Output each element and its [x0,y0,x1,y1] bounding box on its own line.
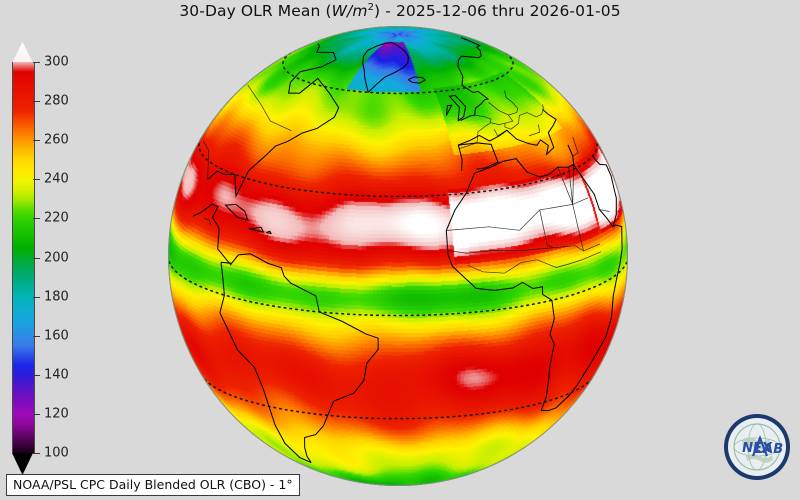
colorbar-tick [33,218,40,220]
colorbar-over-arrow [12,42,33,63]
colorbar-tick-label: 300 [44,54,69,70]
colorbar-tick-label: 100 [44,445,69,461]
page-title: 30-Day OLR Mean (W/m2) - 2025-12-06 thru… [0,2,800,20]
colorbar-tick [33,179,40,181]
colorbar-gradient [12,62,35,453]
title-daterange: ) - 2025-12-06 thru 2026-01-05 [374,2,621,21]
colorbar-tick [33,140,40,142]
colorbar-tick [33,453,40,454]
colorbar-tick-label: 280 [44,93,69,109]
colorbar-under-arrow [12,453,33,475]
colorbar-tick [33,413,40,415]
logo-text-right: LAB [755,442,783,457]
colorbar-tick [33,62,40,63]
geography-overlay [168,26,628,486]
data-source-caption: NOAA/PSL CPC Daily Blended OLR (CBO) - 1… [6,474,300,496]
colorbar-tick-label: 200 [44,250,69,265]
colorbar-tick [33,101,40,103]
globe-orthographic-map [168,26,628,486]
nexlab-logo: NEX LAB [722,412,792,482]
colorbar-tick-label: 160 [44,328,69,344]
title-units: W/m [331,2,368,21]
colorbar-tick-label: 180 [44,289,69,305]
colorbar: 300 280 260 240 220 200 180 160 140 120 100 [8,36,78,476]
title-product: 30-Day OLR Mean ( [179,2,332,21]
colorbar-tick [33,257,40,259]
colorbar-tick-label: 240 [44,171,69,187]
colorbar-tick-label: 220 [44,210,69,226]
colorbar-tick-label: 260 [44,132,69,148]
colorbar-tick-label: 140 [44,367,69,383]
colorbar-tick [33,296,40,298]
title-units-exponent: 2 [367,2,375,13]
colorbar-tick [33,335,40,337]
colorbar-tick-label: 120 [44,406,69,422]
colorbar-tick [33,374,40,376]
source-label: NOAA/PSL CPC Daily Blended OLR (CBO) - 1… [13,477,293,492]
